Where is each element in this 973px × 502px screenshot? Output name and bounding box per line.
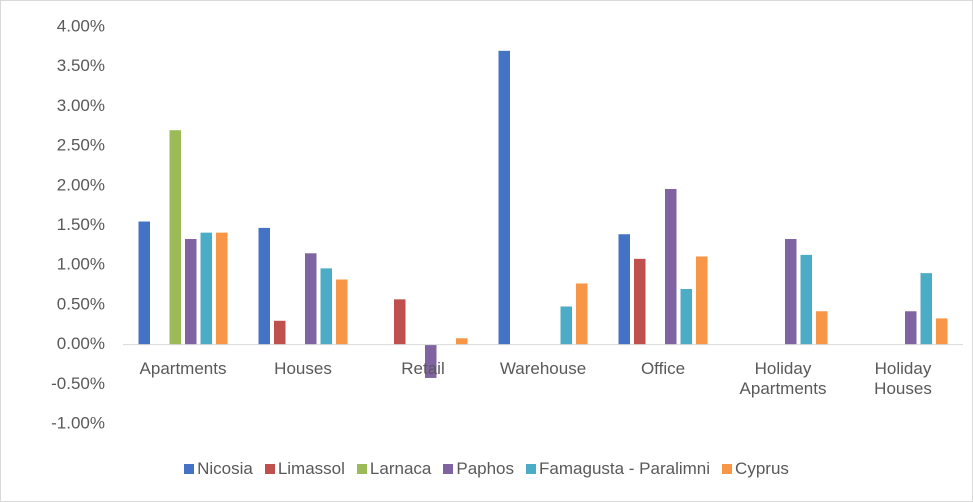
legend-item: Nicosia bbox=[184, 459, 253, 479]
legend-item: Paphos bbox=[443, 459, 514, 479]
bar bbox=[185, 238, 197, 345]
bar bbox=[680, 289, 692, 345]
x-tick-label: Retail bbox=[401, 358, 445, 378]
bar bbox=[274, 320, 286, 345]
bar bbox=[785, 238, 797, 345]
legend-item: Larnaca bbox=[356, 459, 432, 479]
legend-label: Larnaca bbox=[369, 459, 432, 478]
bar bbox=[305, 253, 317, 345]
bar bbox=[200, 232, 212, 345]
bar bbox=[696, 256, 708, 345]
bar bbox=[800, 254, 812, 345]
y-tick-label: 3.50% bbox=[57, 56, 105, 75]
x-tick-label: Apartments bbox=[139, 358, 227, 378]
legend-label: Famagusta - Paralimni bbox=[539, 459, 711, 478]
legend-item: Famagusta - Paralimni bbox=[526, 459, 710, 479]
bar bbox=[905, 311, 917, 345]
bar bbox=[665, 188, 677, 345]
y-tick-label: -1.00% bbox=[51, 413, 105, 432]
legend-label: Paphos bbox=[456, 459, 515, 478]
bar bbox=[169, 130, 181, 345]
bar bbox=[394, 299, 406, 345]
bar bbox=[216, 232, 228, 345]
bar bbox=[618, 234, 630, 345]
bar bbox=[456, 338, 468, 345]
y-tick-label: 1.50% bbox=[57, 215, 105, 234]
bar bbox=[425, 344, 437, 378]
legend-swatch bbox=[264, 464, 275, 474]
y-tick-label: 2.00% bbox=[57, 175, 105, 194]
x-tick-label: Holiday Apartments bbox=[739, 358, 827, 398]
legend-swatch bbox=[526, 464, 537, 474]
y-tick-label: 2.50% bbox=[57, 136, 105, 155]
legend-swatch bbox=[356, 464, 367, 474]
y-tick-label: 0.00% bbox=[57, 334, 105, 353]
legend-label: Cyprus bbox=[735, 459, 789, 478]
legend-label: Limassol bbox=[277, 459, 345, 478]
bar bbox=[920, 273, 932, 345]
y-tick-label: 4.00% bbox=[57, 16, 105, 35]
y-tick-label: -0.50% bbox=[51, 374, 105, 393]
bar bbox=[498, 50, 510, 345]
legend-swatch bbox=[722, 464, 733, 474]
bar bbox=[816, 311, 828, 345]
bar bbox=[320, 268, 332, 345]
bar bbox=[936, 318, 948, 345]
y-tick-label: 3.00% bbox=[57, 96, 105, 115]
y-tick-label: 0.50% bbox=[57, 294, 105, 313]
y-tick-label: 1.00% bbox=[57, 255, 105, 274]
bar bbox=[634, 258, 646, 345]
legend-item: Limassol bbox=[264, 459, 345, 479]
bar bbox=[560, 306, 572, 345]
x-tick-label: Warehouse bbox=[499, 358, 587, 378]
legend-label: Nicosia bbox=[197, 459, 253, 478]
x-tick-label: Holiday Houses bbox=[874, 358, 932, 398]
bar bbox=[258, 227, 270, 345]
legend: Nicosia Limassol Larnaca Paphos Famagusta - … bbox=[1, 459, 972, 479]
bar bbox=[138, 221, 150, 345]
x-tick-label: Houses bbox=[274, 358, 332, 378]
bar bbox=[336, 279, 348, 345]
legend-swatch bbox=[184, 464, 195, 474]
bar bbox=[576, 283, 588, 345]
legend-swatch bbox=[443, 464, 454, 474]
x-tick-label: Office bbox=[640, 358, 686, 378]
legend-item: Cyprus bbox=[722, 459, 789, 479]
